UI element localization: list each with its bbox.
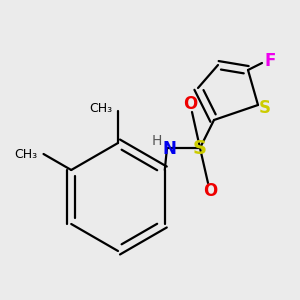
Text: CH₃: CH₃: [89, 101, 112, 115]
Text: S: S: [193, 140, 207, 158]
Text: O: O: [183, 95, 197, 113]
Text: N: N: [162, 140, 176, 158]
Text: CH₃: CH₃: [14, 148, 38, 160]
Text: S: S: [259, 99, 271, 117]
Text: F: F: [264, 52, 276, 70]
Text: O: O: [203, 182, 217, 200]
Text: H: H: [152, 134, 162, 148]
